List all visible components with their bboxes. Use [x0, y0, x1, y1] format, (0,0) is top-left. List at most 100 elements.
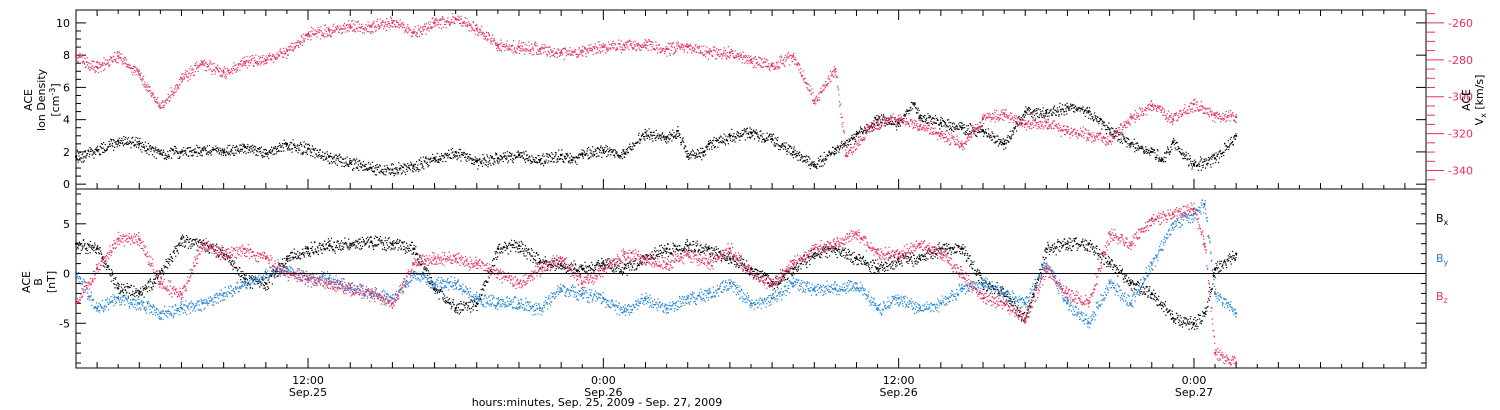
sample-point — [382, 20, 384, 22]
sample-point — [990, 134, 992, 137]
sample-point — [473, 162, 476, 164]
sample-point — [170, 87, 172, 89]
sample-point — [382, 169, 384, 171]
sample-point — [102, 147, 104, 149]
sample-point — [383, 26, 385, 28]
sample-point — [402, 21, 404, 24]
sample-point — [222, 154, 225, 156]
sample-point — [137, 137, 139, 139]
sample-point — [274, 57, 276, 59]
sample-point — [466, 17, 468, 20]
sample-point — [665, 45, 667, 48]
sample-point — [1115, 135, 1117, 137]
sample-point — [390, 18, 392, 20]
sample-point — [321, 157, 323, 159]
sample-point — [574, 160, 576, 162]
data-point — [918, 125, 921, 128]
sample-point — [257, 154, 259, 157]
sample-point — [340, 156, 342, 158]
sample-point — [571, 53, 573, 55]
sample-point — [548, 46, 550, 48]
sample-point — [469, 24, 471, 26]
sample-point — [298, 147, 300, 149]
sample-point — [525, 150, 527, 152]
sample-point — [404, 164, 406, 166]
sample-point — [621, 153, 623, 156]
sample-point — [108, 64, 110, 67]
sample-point — [1054, 109, 1056, 112]
sample-point — [661, 133, 663, 135]
sample-point — [540, 46, 543, 48]
sample-point — [981, 125, 983, 127]
sample-point — [611, 151, 613, 153]
sample-point — [376, 20, 378, 22]
sample-point — [433, 156, 435, 158]
sample-point — [338, 154, 340, 157]
sample-point — [339, 25, 341, 27]
sample-point — [759, 57, 762, 59]
sample-point — [969, 122, 971, 125]
sample-point — [792, 54, 794, 56]
data-point — [982, 117, 985, 120]
sample-point — [741, 62, 743, 64]
sample-point — [560, 50, 562, 52]
sample-point — [762, 133, 764, 135]
sample-point — [877, 118, 879, 120]
sample-point — [304, 34, 306, 37]
sample-point — [189, 147, 192, 149]
sample-point — [989, 137, 991, 139]
sample-point — [641, 46, 643, 49]
sample-point — [613, 154, 616, 156]
sample-point — [561, 52, 563, 54]
sample-point — [568, 160, 570, 162]
sample-point — [238, 63, 241, 65]
sample-point — [674, 135, 676, 137]
sample-point — [688, 44, 690, 46]
sample-point — [270, 59, 272, 61]
sample-point — [682, 48, 684, 50]
sample-point — [332, 158, 334, 160]
sample-point — [464, 22, 466, 25]
sample-point — [608, 150, 610, 153]
sample-point — [724, 52, 726, 54]
sample-point — [524, 53, 526, 55]
sample-point — [705, 154, 707, 156]
sample-point — [947, 125, 949, 127]
sample-point — [619, 155, 621, 157]
sample-point — [1075, 105, 1077, 107]
sample-point — [674, 48, 676, 50]
sample-point — [767, 59, 769, 61]
data-point — [328, 29, 331, 32]
sample-point — [759, 57, 761, 59]
sample-point — [677, 43, 679, 45]
sample-point — [672, 136, 675, 139]
sample-point — [1135, 149, 1137, 151]
sample-point — [286, 144, 288, 146]
sample-point — [225, 150, 227, 153]
sample-point — [536, 162, 538, 164]
sample-point — [648, 135, 650, 137]
sample-point — [734, 135, 737, 138]
sample-point — [364, 169, 367, 171]
sample-point — [148, 149, 150, 151]
sample-point — [260, 146, 262, 148]
sample-point — [267, 152, 269, 154]
sample-point — [593, 47, 595, 49]
sample-point — [97, 68, 99, 70]
sample-point — [497, 45, 500, 47]
sample-point — [681, 43, 684, 45]
sample-point — [563, 161, 565, 164]
sample-point — [703, 151, 705, 153]
sample-point — [723, 141, 725, 144]
sample-point — [197, 70, 199, 72]
sample-point — [610, 151, 613, 153]
sample-point — [1173, 144, 1175, 146]
sample-point — [246, 146, 249, 148]
sample-point — [191, 69, 193, 71]
sample-point — [650, 43, 652, 45]
sample-point — [494, 43, 497, 46]
sample-point — [477, 34, 479, 37]
sample-point — [359, 26, 361, 29]
sample-point — [960, 122, 962, 124]
sample-point — [1012, 130, 1014, 132]
